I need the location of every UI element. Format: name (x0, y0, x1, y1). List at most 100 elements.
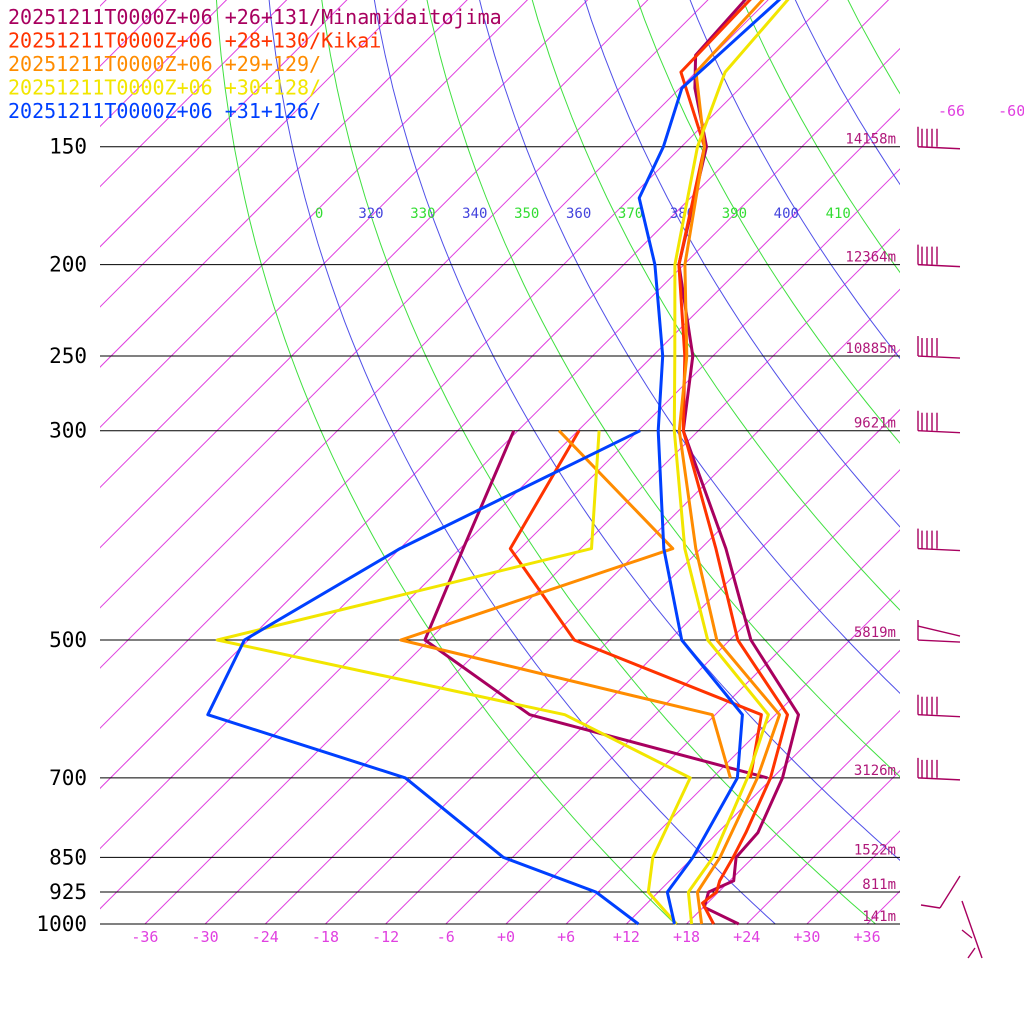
pressure-label: 500 (49, 628, 87, 652)
wind-barbs (917, 126, 983, 959)
temperature-tick-label: -30 (192, 928, 219, 946)
wind-barb (961, 900, 983, 959)
isotherm-line (100, 0, 468, 368)
wind-barb (917, 620, 961, 643)
isotherm-line (264, 288, 900, 924)
wind-barb (917, 126, 961, 150)
dry-adiabat-line (896, 0, 1024, 924)
temperature-tick-label: +36 (854, 928, 881, 946)
height-label: 1522m (854, 842, 896, 858)
dry-adiabat-line (584, 0, 900, 528)
isotherm-line (100, 0, 408, 308)
temperature-profile (677, 0, 781, 925)
theta-label: 360 (566, 206, 591, 222)
isotherm-line (100, 0, 890, 790)
dry-adiabat-line (321, 0, 876, 924)
isotherm-line (100, 0, 769, 669)
temperature-profile (637, 0, 782, 925)
isotherm-line (100, 0, 288, 188)
isotherm-line (204, 228, 900, 924)
sounding-profiles (206, 0, 800, 926)
height-label: 5819m (854, 625, 896, 641)
wind-barb (917, 244, 961, 268)
isotherm-line (565, 589, 900, 924)
temperature-tick-label: +12 (613, 928, 640, 946)
wind-barb (917, 528, 961, 552)
theta-label: 400 (774, 206, 799, 222)
dry-adiabat-line (993, 0, 1024, 924)
dry-adiabat-line (426, 0, 900, 778)
isotherm-lines (100, 0, 900, 924)
isotherm-line (100, 0, 649, 549)
dry-adiabat-line (479, 0, 900, 695)
temperature-tick-label: +24 (733, 928, 760, 946)
legend-entry: 20251211T0000Z+06 +29+129/ (8, 52, 321, 76)
theta-label: 410 (826, 206, 851, 222)
height-label: 141m (862, 909, 896, 925)
isotherm-line (100, 47, 900, 850)
isotherm-line (100, 0, 348, 248)
isotherm-line (100, 0, 529, 429)
legend: 20251211T0000Z+06 +26+131/Minamidaitojim… (8, 5, 502, 123)
legend-entry: 20251211T0000Z+06 +31+126/ (8, 99, 321, 123)
temperature-profile (677, 0, 789, 925)
temperature-tick-label: -24 (252, 928, 279, 946)
temperature-tick-label: -6 (437, 928, 455, 946)
upper-temperature-label: -66 (938, 102, 965, 120)
temperature-tick-label: +30 (793, 928, 820, 946)
dewpoint-profile (206, 429, 641, 926)
wind-barb (917, 757, 961, 781)
pressure-label: 925 (49, 880, 87, 904)
isotherm-line (100, 0, 589, 489)
temperature-tick-label: +0 (497, 928, 515, 946)
dry-adiabat-line (215, 0, 676, 924)
wind-barb (917, 336, 961, 359)
dry-adiabat-line (268, 0, 776, 924)
pressure-label: 300 (49, 419, 87, 443)
height-label: 9621m (854, 416, 896, 432)
isotherm-line (325, 348, 900, 924)
dry-adiabat-line (637, 0, 900, 444)
theta-label: 320 (358, 206, 383, 222)
isotherm-line (100, 0, 709, 609)
dry-adiabat-line (944, 0, 1024, 924)
wind-barb (917, 410, 961, 434)
wind-barb (920, 875, 961, 909)
pressure-label: 1000 (36, 912, 87, 936)
isotherm-line (626, 649, 900, 924)
legend-entry: 20251211T0000Z+06 +30+128/ (8, 76, 321, 100)
axis-labels: 10016517m15014158m20012364m25010885m3009… (36, 102, 1024, 946)
height-label: 3126m (854, 763, 896, 779)
legend-entry: 20251211T0000Z+06 +26+131/Minamidaitojim… (8, 5, 502, 29)
isotherm-line (144, 168, 900, 924)
dewpoint-profile (215, 430, 692, 925)
theta-label: 350 (514, 206, 539, 222)
dewpoint-profile (508, 429, 763, 779)
isotherm-line (100, 108, 900, 910)
height-label: 811m (862, 877, 896, 893)
height-label: 12364m (845, 250, 896, 266)
temperature-tick-label: +6 (557, 928, 575, 946)
temperature-profile (672, 0, 790, 925)
pressure-label: 200 (49, 253, 87, 277)
isobar-lines (100, 146, 900, 925)
temperature-tick-label: -36 (131, 928, 158, 946)
temperature-tick-label: -18 (312, 928, 339, 946)
height-label: 10885m (845, 341, 896, 357)
dry-adiabat-lines (215, 0, 1024, 924)
dry-adiabat-line (373, 0, 900, 861)
isotherm-line (385, 408, 900, 924)
pressure-label: 700 (49, 766, 87, 790)
theta-label: 390 (722, 206, 747, 222)
theta-label: 370 (618, 206, 643, 222)
height-label: 14158m (845, 132, 896, 148)
pressure-label: 250 (49, 344, 87, 368)
theta-label: 340 (462, 206, 487, 222)
dewpoint-profile (399, 429, 732, 779)
isotherm-line (100, 0, 228, 128)
dry-adiabat-line (689, 0, 900, 360)
wind-barb (917, 694, 961, 718)
isotherm-line (806, 830, 900, 924)
dry-adiabat-line (847, 0, 900, 95)
